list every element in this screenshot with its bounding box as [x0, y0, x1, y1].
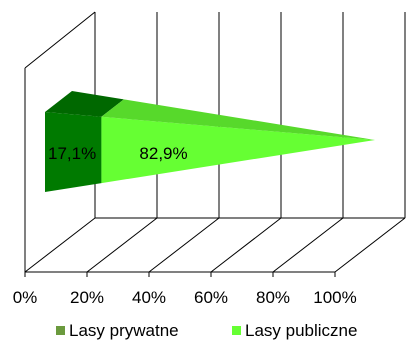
gridlines: [24, 11, 406, 277]
bars: [45, 91, 376, 192]
legend-swatch-2: [232, 326, 241, 335]
bar-front-1: [45, 112, 102, 192]
x-tick-label: 40%: [132, 288, 166, 307]
gridline-floor: [210, 217, 282, 273]
gridline-floor: [334, 217, 406, 273]
legend-swatch-1: [56, 326, 65, 335]
data-label-2: 82,9%: [139, 144, 187, 163]
gridline-floor: [86, 217, 158, 273]
data-label-1: 17,1%: [48, 144, 96, 163]
bar-top-2: [101, 99, 376, 140]
x-tick-label: 60%: [194, 288, 228, 307]
x-tick-label: 80%: [256, 288, 290, 307]
x-tick-label: 20%: [70, 288, 104, 307]
data-labels: 17,1% 82,9%: [48, 144, 188, 163]
gridline-floor: [272, 217, 344, 273]
gridline-floor: [148, 217, 220, 273]
legend-label-1: Lasy prywatne: [69, 321, 179, 340]
x-axis-ticks: 0% 20% 40% 60% 80% 100%: [13, 288, 357, 307]
bar-front-2: [101, 116, 376, 184]
legend: Lasy prywatne Lasy publiczne: [56, 321, 357, 340]
legend-label-2: Lasy publiczne: [245, 321, 357, 340]
bar-top-1: [45, 91, 124, 117]
x-tick-label: 100%: [313, 288, 356, 307]
gridline-floor: [24, 217, 96, 273]
side-wall-top-edge: [24, 11, 96, 69]
x-tick-label: 0%: [13, 288, 38, 307]
